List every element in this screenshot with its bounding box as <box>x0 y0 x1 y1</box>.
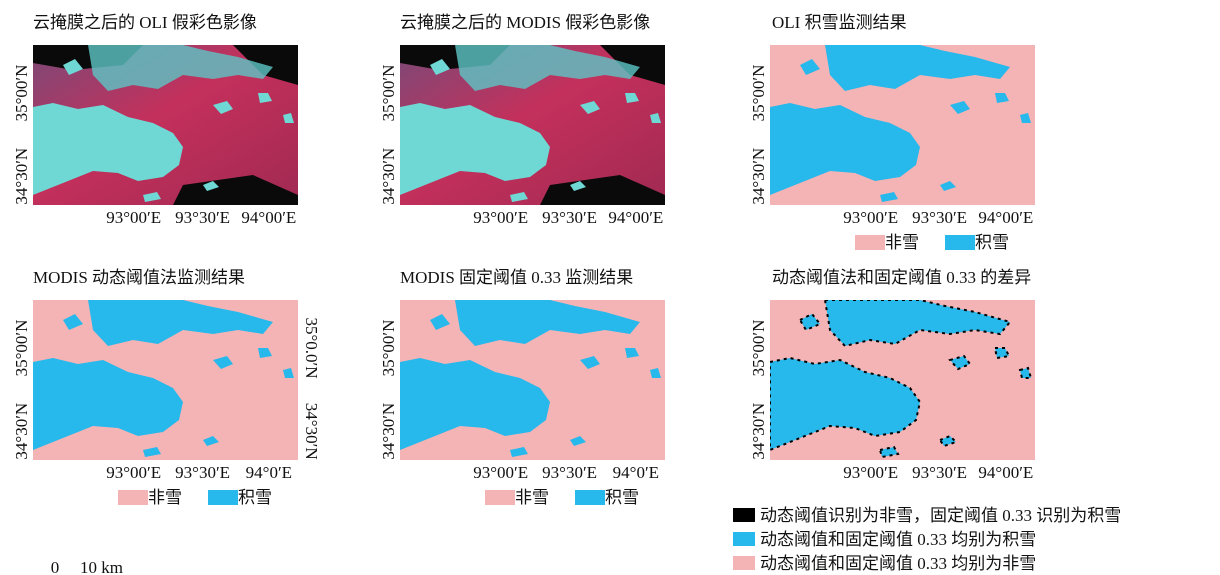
legend-label: 动态阈值和固定阈值 0.33 均别为积雪 <box>760 530 1036 549</box>
panel-title: 云掩膜之后的 OLI 假彩色影像 <box>33 13 257 32</box>
map-image <box>770 300 1035 460</box>
map-content <box>33 45 298 205</box>
x-label: 94°00′E <box>978 463 1033 482</box>
x-label: 93°00′E <box>473 463 528 482</box>
legend-swatch <box>855 235 885 250</box>
map-image <box>770 45 1035 205</box>
map-panel: OLI 积雪监测结果 35°00′N 34°30′N 93°00′E 93°30′E 94… <box>749 13 1035 252</box>
y-label: 35°00′N <box>379 320 398 377</box>
x-label: 93°00′E <box>473 208 528 227</box>
x-label: 93°00′E <box>843 208 898 227</box>
legend-swatch <box>208 490 238 505</box>
map-panel: MODIS 固定阈值 0.33 监测结果 35°00′N 34°30′N 93°00′… <box>379 268 665 507</box>
x-label: 93°30′E <box>542 463 597 482</box>
map-image <box>400 300 665 460</box>
x-label: 94°00′E <box>608 208 663 227</box>
legend-label: 非雪 <box>148 488 182 507</box>
y-label: 34°30′N <box>12 403 31 460</box>
x-label: 93°30′E <box>175 208 230 227</box>
map-panel: MODIS 动态阈值法监测结果 35°00′N 34°30′N 35°0.0′N 34°… <box>12 268 321 507</box>
x-label: 93°30′E <box>542 208 597 227</box>
legend-swatch <box>733 508 755 522</box>
legend-label: 积雪 <box>238 488 272 507</box>
legend-swatch <box>733 532 755 546</box>
y-label: 34°30′N <box>379 403 398 460</box>
legend-label: 动态阈值识别为非雪，固定阈值 0.33 识别为积雪 <box>760 506 1121 525</box>
y-label: 35°00′N <box>749 320 768 377</box>
panel-title: OLI 积雪监测结果 <box>772 13 907 32</box>
y-label: 35°00′N <box>379 65 398 122</box>
map-image <box>33 45 298 205</box>
x-label: 93°00′E <box>106 463 161 482</box>
x-label: 93°30′E <box>912 208 967 227</box>
panel-title: MODIS 动态阈值法监测结果 <box>33 268 245 287</box>
y-label: 34°30′N <box>379 148 398 205</box>
legend-label: 积雪 <box>605 488 639 507</box>
page: 云掩膜之后的 OLI 假彩色影像 35°00′N 34°30′N 93°00′E 93°… <box>0 0 1220 575</box>
y-label: 35°00′N <box>749 65 768 122</box>
x-label: 93°30′E <box>175 463 230 482</box>
panel-title: MODIS 固定阈值 0.33 监测结果 <box>400 268 633 287</box>
y-label: 34°30′N <box>749 148 768 205</box>
map-content <box>33 300 298 460</box>
legend-swatch <box>945 235 975 250</box>
x-label: 93°00′E <box>843 463 898 482</box>
scale-start: 0 <box>51 558 60 575</box>
map-panel: 动态阈值法和固定阈值 0.33 的差异 35°00′N 34°30′N 93°00′E… <box>733 268 1121 573</box>
map-panel: 云掩膜之后的 OLI 假彩色影像 35°00′N 34°30′N 93°00′E 93°… <box>12 13 298 227</box>
map-content <box>770 45 1035 205</box>
legend-label: 非雪 <box>515 488 549 507</box>
legend-swatch <box>733 556 755 570</box>
x-label: 93°30′E <box>912 463 967 482</box>
x-label: 94°00′E <box>978 208 1033 227</box>
map-image <box>400 45 665 205</box>
legend-label: 积雪 <box>975 233 1009 252</box>
legend-swatch <box>575 490 605 505</box>
scale-end: 10 km <box>80 558 123 575</box>
map-panel: 云掩膜之后的 MODIS 假彩色影像 35°00′N 34°30′N 93°00′E 9… <box>379 13 665 227</box>
y-label: 35°00′N <box>12 65 31 122</box>
y-label: 35°00′N <box>12 320 31 377</box>
legend-swatch <box>118 490 148 505</box>
map-content <box>400 300 665 460</box>
x-label: 94°0′E <box>246 463 292 482</box>
y-label-right: 35°0.0′N <box>302 317 321 378</box>
x-label: 94°00′E <box>241 208 296 227</box>
map-content <box>770 300 1035 460</box>
y-label: 34°30′N <box>12 148 31 205</box>
x-label: 93°00′E <box>106 208 161 227</box>
figure: 云掩膜之后的 OLI 假彩色影像 35°00′N 34°30′N 93°00′E 93°… <box>0 0 1220 575</box>
map-image <box>33 300 298 460</box>
legend-label: 非雪 <box>885 233 919 252</box>
y-label-right: 34°30′N <box>302 403 321 460</box>
map-content <box>400 45 665 205</box>
panel-title: 动态阈值法和固定阈值 0.33 的差异 <box>772 268 1031 287</box>
scale-bar: 0 10 km <box>51 558 123 575</box>
panel-title: 云掩膜之后的 MODIS 假彩色影像 <box>400 13 650 32</box>
legend-swatch <box>485 490 515 505</box>
x-label: 94°0′E <box>613 463 659 482</box>
legend-label: 动态阈值和固定阈值 0.33 均别为非雪 <box>760 554 1036 573</box>
y-label: 34°30′N <box>749 403 768 460</box>
